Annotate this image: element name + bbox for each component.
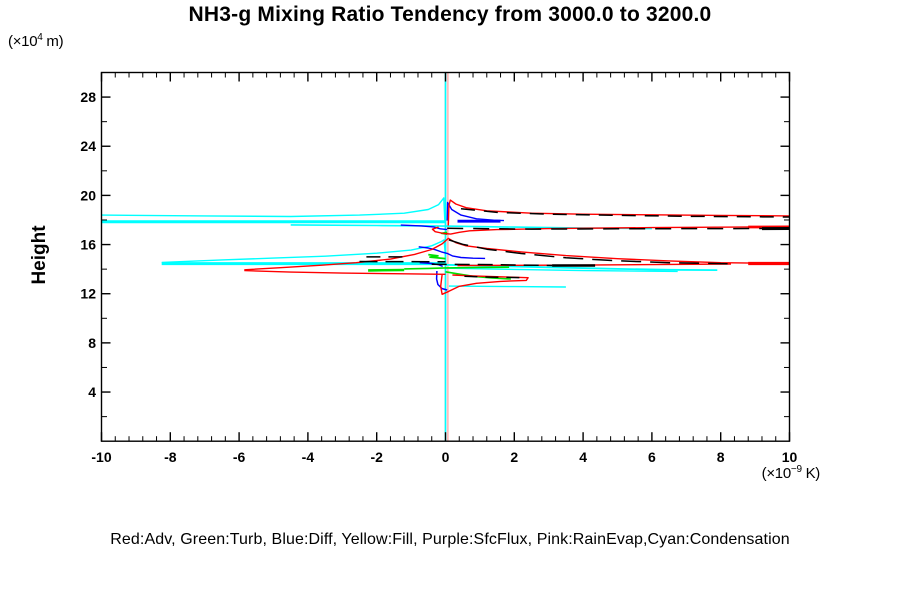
series-adv-upper2 [431, 226, 790, 235]
y-tick-label: 20 [80, 187, 96, 203]
x-tick-label: -6 [233, 449, 246, 465]
y-tick-label: 24 [80, 138, 96, 154]
series-turb-left-band2 [404, 266, 510, 270]
y-tick-label: 16 [80, 237, 96, 253]
series-turb-mid-left [428, 253, 446, 260]
series-diff-upper-left [400, 224, 448, 231]
series-total-mid2-dash [431, 263, 553, 267]
series-total-mid-decay [448, 239, 728, 265]
y-tick-label: 28 [80, 89, 96, 105]
series-cond-mid-right2 [445, 267, 678, 273]
series-total-upper2-dash [447, 227, 790, 230]
x-tick-label: -8 [164, 449, 177, 465]
x-tick-label: 10 [782, 449, 798, 465]
series-cond-mid-curve [161, 239, 447, 264]
series-total-upper-dash [460, 207, 790, 218]
series-diff-mid [418, 246, 486, 260]
y-axis-unit-label: (×104 m) [8, 32, 64, 50]
series-cond-upper-curve [101, 197, 446, 221]
x-tick-label: 0 [442, 449, 450, 465]
x-tick-label: 8 [717, 449, 725, 465]
x-tick-label: -10 [91, 449, 111, 465]
series-cond-low-right [448, 285, 566, 288]
x-tick-label: -4 [302, 449, 315, 465]
series-total-low-dash [464, 275, 525, 279]
x-tick-label: 6 [648, 449, 656, 465]
x-tick-label: 2 [510, 449, 518, 465]
series-adv-mid-low-branch [244, 269, 446, 275]
x-tick-label: -2 [370, 449, 383, 465]
y-tick-label: 12 [80, 286, 96, 302]
chart-title: NH3-g Mixing Ratio Tendency from 3000.0 … [188, 3, 712, 26]
y-tick-label: 4 [88, 384, 96, 400]
series-diff-low-vert [435, 270, 448, 291]
x-tick-label: 4 [579, 449, 587, 465]
y-tick-label: 8 [88, 335, 96, 351]
x-axis-unit-label: (×10−9 K) [761, 464, 821, 482]
legend-text: Red:Adv, Green:Turb, Blue:Diff, Yellow:F… [110, 531, 790, 548]
